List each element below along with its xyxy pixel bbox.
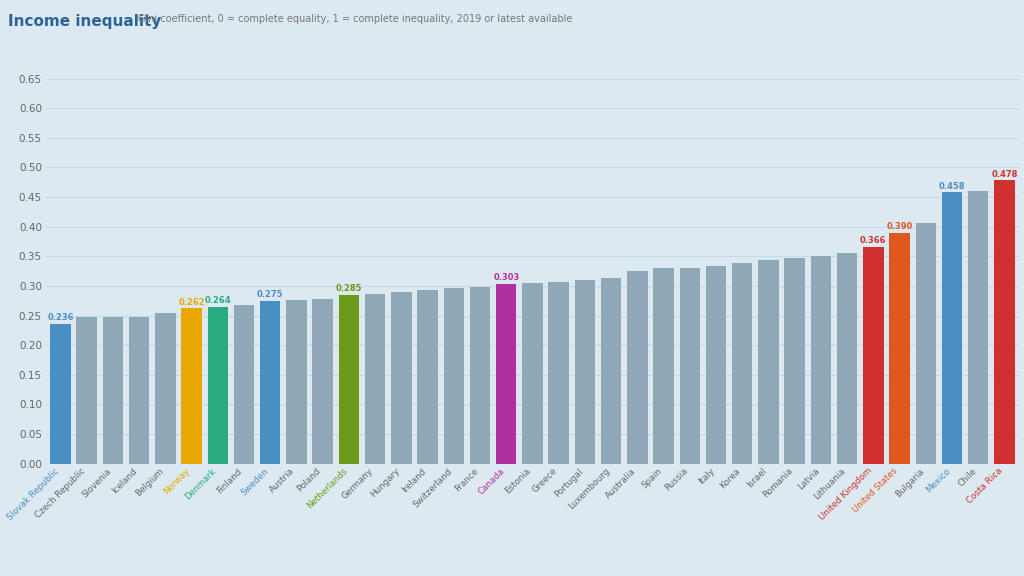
Text: Gini coefficient, 0 = complete equality, 1 = complete inequality, 2019 or latest: Gini coefficient, 0 = complete equality,… xyxy=(138,14,572,24)
Text: 0.264: 0.264 xyxy=(205,297,231,305)
Bar xyxy=(758,260,778,464)
Bar xyxy=(811,256,831,464)
Bar xyxy=(77,317,97,464)
Text: 0.236: 0.236 xyxy=(47,313,74,322)
Bar xyxy=(418,290,438,464)
Bar xyxy=(994,180,1015,464)
Bar xyxy=(863,247,884,464)
Bar xyxy=(156,313,175,464)
Bar xyxy=(549,282,569,464)
Bar xyxy=(470,286,490,464)
Bar xyxy=(443,289,464,464)
Text: 0.458: 0.458 xyxy=(939,181,966,191)
Bar xyxy=(522,283,543,464)
Text: 0.262: 0.262 xyxy=(178,298,205,306)
Bar xyxy=(339,295,359,464)
Text: 0.478: 0.478 xyxy=(991,170,1018,179)
Bar xyxy=(601,278,622,464)
Bar xyxy=(837,253,857,464)
Bar xyxy=(968,191,988,464)
Bar xyxy=(653,268,674,464)
Bar xyxy=(890,233,909,464)
Text: Income inequality: Income inequality xyxy=(8,14,162,29)
Bar xyxy=(233,305,254,464)
Text: 0.275: 0.275 xyxy=(257,290,284,299)
Bar xyxy=(391,293,412,464)
Bar xyxy=(942,192,963,464)
Bar xyxy=(208,307,228,464)
Bar xyxy=(496,284,516,464)
Bar xyxy=(260,301,281,464)
Bar xyxy=(312,299,333,464)
Bar xyxy=(287,300,307,464)
Bar xyxy=(706,266,726,464)
Bar xyxy=(102,317,123,464)
Bar xyxy=(129,317,150,464)
Bar xyxy=(732,263,753,464)
Bar xyxy=(50,324,71,464)
Bar xyxy=(574,280,595,464)
Bar xyxy=(181,309,202,464)
Text: 0.303: 0.303 xyxy=(494,274,519,282)
Text: 0.366: 0.366 xyxy=(860,236,887,245)
Bar xyxy=(915,223,936,464)
Bar xyxy=(680,268,700,464)
Bar xyxy=(784,257,805,464)
Text: 0.285: 0.285 xyxy=(336,284,362,293)
Text: 0.390: 0.390 xyxy=(887,222,912,231)
Bar xyxy=(627,271,647,464)
Bar xyxy=(365,294,385,464)
